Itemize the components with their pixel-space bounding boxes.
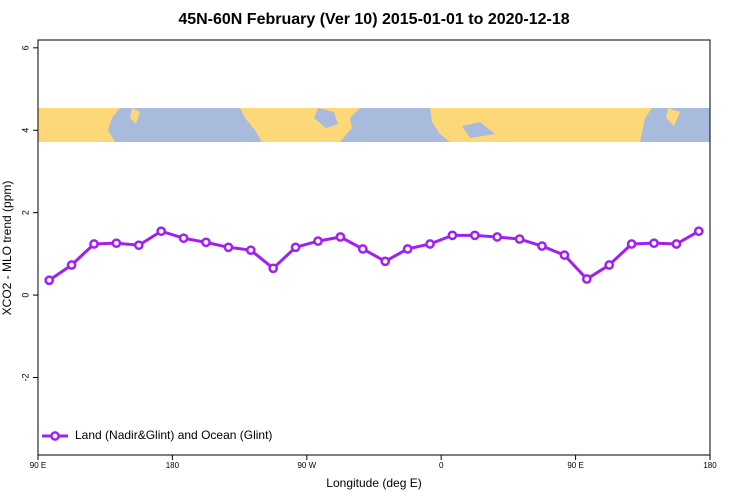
point [357, 244, 368, 254]
land [666, 108, 680, 126]
x-tick-label: 90 E [567, 461, 583, 470]
point [223, 242, 234, 253]
point [245, 245, 256, 256]
x-tick-label: 90 W [297, 461, 316, 470]
point [44, 275, 55, 286]
x-tick-label: 180 [703, 461, 717, 470]
point [290, 242, 301, 253]
y-axis-label: XCO2 - MLO trend (ppm) [0, 181, 14, 316]
bay [314, 108, 338, 128]
point [492, 232, 503, 242]
point [402, 244, 413, 254]
x-tick-label: 0 [439, 461, 444, 470]
point [469, 230, 480, 241]
point [693, 226, 704, 237]
point [649, 238, 659, 249]
x-axis-label: Longitude (deg E) [326, 476, 421, 490]
map-band [38, 108, 710, 142]
legend-marker [50, 431, 60, 441]
land [430, 108, 652, 142]
y-tick-label: 0 [20, 293, 30, 298]
y-tick-label: 4 [20, 128, 30, 133]
point [268, 263, 279, 274]
y-tick-label: 6 [20, 45, 30, 50]
point [335, 232, 346, 242]
x-tick-label: 90 E [30, 461, 46, 470]
point [133, 240, 144, 251]
legend: Land (Nadir&Glint) and Ocean (Glint) [42, 428, 272, 442]
point [178, 233, 189, 244]
point [626, 239, 637, 249]
plot-frame [37, 39, 711, 456]
land [38, 108, 120, 142]
point [66, 260, 77, 270]
point [604, 260, 615, 270]
chart-title: 45N-60N February (Ver 10) 2015-01-01 to … [178, 11, 569, 28]
legend-label: Land (Nadir&Glint) and Ocean (Glint) [75, 428, 272, 442]
point [447, 230, 458, 241]
point [671, 239, 682, 249]
point [201, 237, 211, 248]
point [111, 238, 122, 249]
point [425, 239, 435, 249]
point [380, 256, 391, 267]
y-tick-label: -2 [20, 374, 30, 382]
point [537, 241, 547, 251]
x-tick-label: 180 [166, 461, 180, 470]
point [156, 226, 167, 237]
series-line [48, 229, 700, 282]
land [130, 108, 140, 124]
point [313, 236, 323, 246]
point [559, 250, 570, 260]
point [514, 234, 525, 244]
point [89, 239, 99, 249]
y-tick-label: 2 [20, 210, 30, 215]
sea [462, 122, 495, 138]
point [581, 274, 592, 284]
